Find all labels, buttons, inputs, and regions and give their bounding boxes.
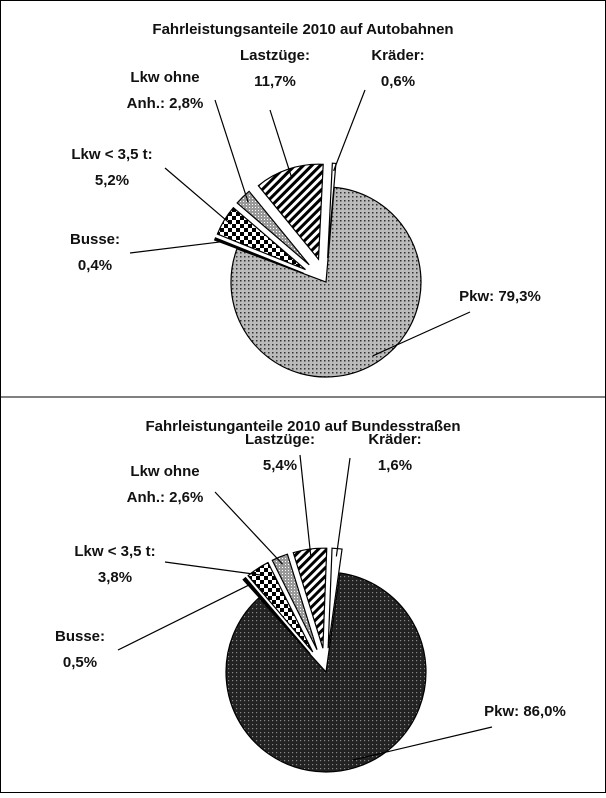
data-label: Pkw: 86,0% (484, 703, 566, 720)
data-label: Lastzüge: (240, 47, 310, 64)
data-label: 0,4% (78, 257, 112, 274)
pie-slice (242, 576, 311, 655)
data-label: Busse: (70, 231, 120, 248)
leader-line (372, 311, 471, 357)
pie-slice (236, 190, 310, 266)
data-label: Lkw < 3,5 t: (71, 146, 152, 163)
data-label: Lastzüge: (245, 431, 315, 448)
data-label: Pkw: 79,3% (459, 288, 541, 305)
pie-slice (213, 237, 304, 274)
leader-line (269, 109, 292, 177)
leader-line (164, 561, 263, 576)
leader-line (335, 457, 351, 557)
data-label: 0,6% (381, 73, 415, 90)
leader-line (117, 584, 250, 651)
leader-line (129, 241, 223, 254)
data-label: 5,2% (95, 172, 129, 189)
data-label: Lkw ohne (130, 463, 199, 480)
data-label: Anh.: 2,6% (127, 489, 204, 506)
data-label: 11,7% (254, 73, 296, 90)
data-label: 1,6% (378, 457, 412, 474)
leader-line (164, 167, 232, 225)
chart-title: Fahrleistungsanteile 2010 auf Autobahnen (152, 21, 453, 38)
leader-line (214, 491, 284, 565)
leader-line (214, 99, 249, 203)
leader-line (333, 89, 366, 172)
data-label: 5,4% (263, 457, 297, 474)
pie-slice (216, 206, 306, 271)
data-label: Kräder: (368, 431, 421, 448)
pie-slice (230, 186, 422, 378)
data-label: Lkw < 3,5 t: (74, 543, 155, 560)
data-label: Busse: (55, 628, 105, 645)
data-label: 0,5% (63, 654, 97, 671)
data-label: 3,8% (98, 569, 132, 586)
pie-slice (247, 561, 314, 653)
data-label: Kräder: (371, 47, 424, 64)
pie-slice (225, 572, 427, 773)
data-label: Anh.: 2,8% (127, 95, 204, 112)
leader-line (299, 454, 312, 558)
chart-title: Fahrleistunganteile 2010 auf Bundesstraß… (145, 418, 460, 435)
pie-slice (271, 553, 318, 651)
data-label: Lkw ohne (130, 69, 199, 86)
leader-line (352, 726, 493, 761)
